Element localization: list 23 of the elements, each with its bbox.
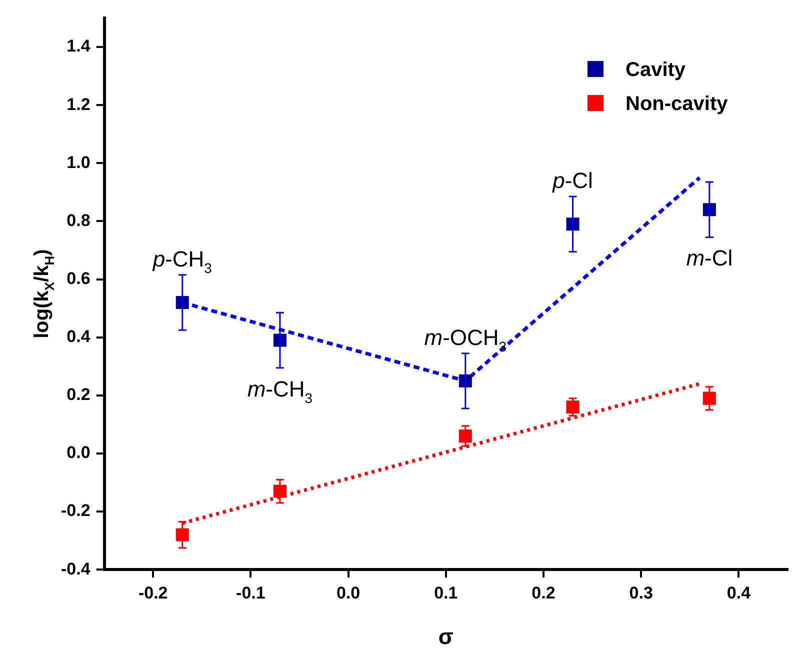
x-tick-label: 0.4 bbox=[726, 583, 752, 602]
y-tick-label: 0.4 bbox=[66, 327, 91, 346]
y-axis-title: log(kX/kH) bbox=[31, 249, 57, 338]
y-tick-label: -0.4 bbox=[60, 559, 91, 578]
annotation: p-Cl bbox=[552, 168, 593, 194]
x-tick-label: -0.1 bbox=[236, 583, 266, 602]
x-tick-label: 0.1 bbox=[434, 583, 458, 602]
x-tick-label: 0.2 bbox=[532, 583, 556, 602]
x-axis-title: σ bbox=[438, 624, 454, 648]
y-tick-label: 0.2 bbox=[66, 385, 90, 404]
y-tick-label: -0.2 bbox=[60, 501, 90, 520]
legend-label: Cavity bbox=[626, 59, 686, 81]
x-tick-label: 0.0 bbox=[336, 583, 360, 602]
legend-label: Non-cavity bbox=[626, 93, 729, 115]
x-tick-label: 0.3 bbox=[629, 583, 653, 602]
y-tick-label: 1.0 bbox=[66, 152, 90, 172]
y-tick-label: 0.0 bbox=[66, 443, 90, 462]
y-tick-label: 1.4 bbox=[66, 36, 91, 56]
y-tick-label: 1.2 bbox=[66, 94, 90, 114]
annotation: m-Cl bbox=[686, 246, 733, 271]
x-tick-label: -0.2 bbox=[138, 583, 168, 602]
y-tick-label: 0.6 bbox=[66, 268, 90, 288]
y-tick-label: 0.8 bbox=[66, 210, 90, 230]
